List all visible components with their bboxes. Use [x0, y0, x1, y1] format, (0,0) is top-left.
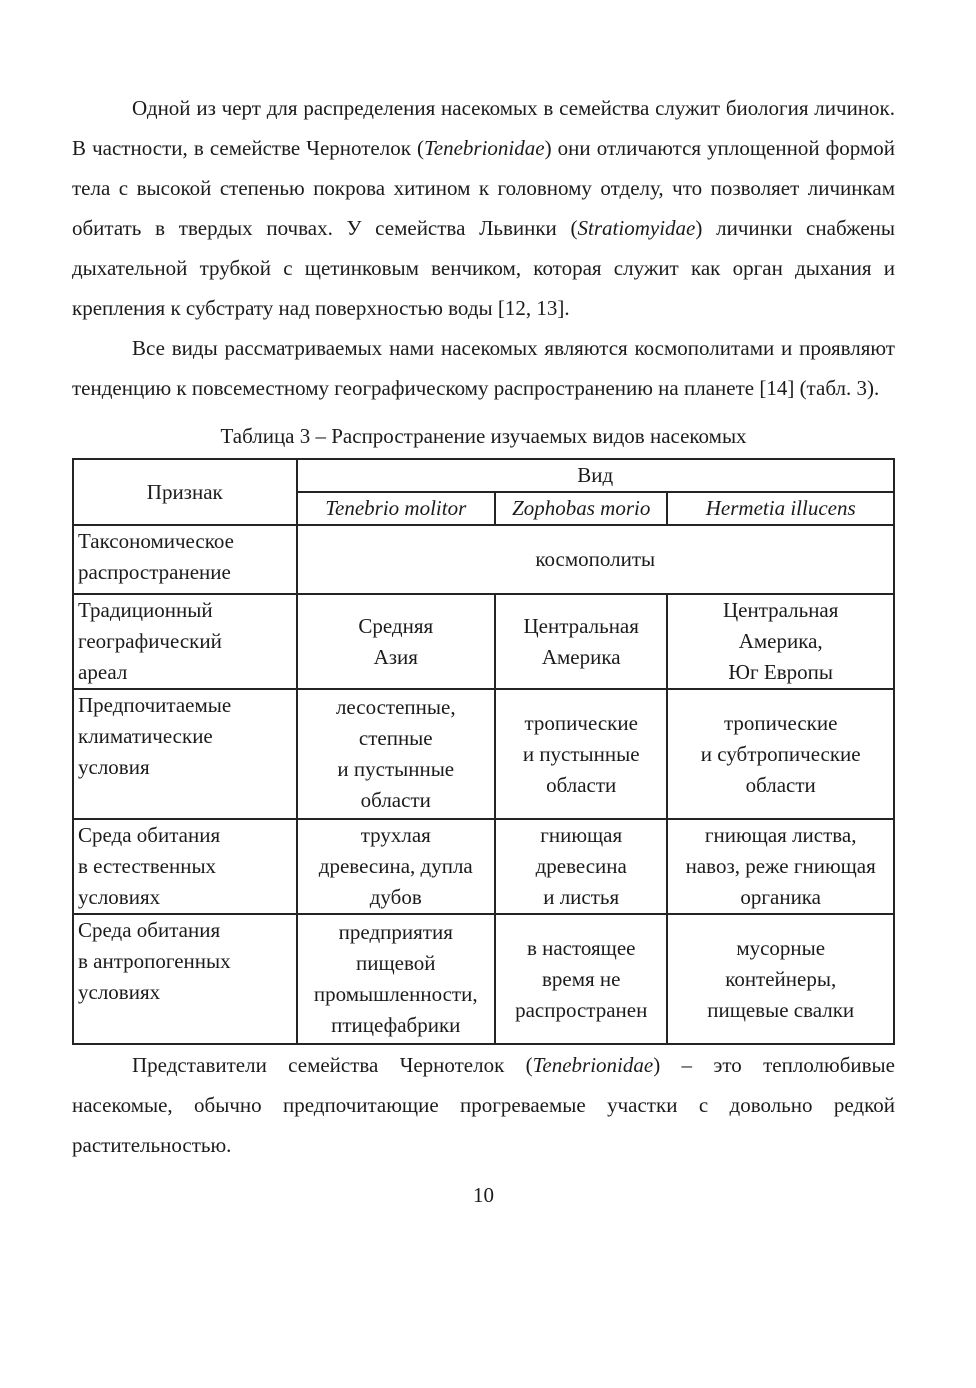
text-run: ) личинки снабжены дыхательной трубкой с…: [72, 216, 896, 320]
table-header-row-species: Tenebrio molitor Zophobas morio Hermetia i…: [73, 491, 895, 526]
value-cell: Средняя Азия: [295, 593, 497, 690]
value-cell: гниющая древесина и листья: [493, 818, 669, 915]
paragraph-cosmopolitan: Все виды рассматриваемых нами насекомых …: [72, 328, 895, 408]
value-cell: лесостепные, степные и пустынные области: [295, 688, 497, 820]
value-cell: тропические и пустынные области: [493, 688, 669, 820]
text-run: Представители семейства Чернотелок (: [132, 1053, 533, 1077]
feature-cell: Среда обитания в естественных условиях: [72, 818, 298, 915]
header-species-cell: Tenebrio molitor: [295, 491, 497, 526]
header-group-cell: Вид: [295, 458, 896, 493]
header-species-cell: Zophobas morio: [493, 491, 669, 526]
merged-value-cell: космополиты: [295, 524, 896, 595]
header-feature-cell: Признак: [72, 458, 298, 526]
table-row: Таксономическое распространение космополи…: [72, 524, 896, 595]
value-cell: мусорные контейнеры, пищевые свалки: [666, 913, 895, 1045]
feature-cell: Традиционный географический ареал: [72, 593, 298, 690]
table-row: Традиционный географический ареал Средняя…: [72, 593, 895, 690]
table-row: Среда обитания в антропогенных условиях п…: [72, 913, 895, 1045]
latin-species-name: Tenebrionidae: [532, 1053, 654, 1077]
value-cell: в настоящее время не распространен: [493, 913, 669, 1045]
species-distribution-table: Признак Вид Tenebrio molitor Zophobas mor…: [72, 458, 896, 1045]
value-cell: трухлая древесина, дупла дубов: [295, 818, 497, 915]
feature-cell: Предпочитаемые климатические условия: [72, 688, 298, 820]
value-cell: Центральная Америка: [493, 593, 669, 690]
header-species-cell: Hermetia illucens: [666, 491, 895, 526]
text-run: ) – это теплолюбивые насекомые, обычно п…: [72, 1053, 895, 1157]
text-run: Одной из черт для распределения насекомы…: [72, 96, 895, 160]
table-row: Предпочитаемые климатические условия лесо…: [72, 688, 895, 820]
value-cell: предприятия пищевой промышленности, птиц…: [295, 913, 497, 1045]
text-run: ) они отличаются уплощенной формой тела …: [72, 136, 895, 240]
latin-species-name: Stratiomyidae: [577, 216, 696, 240]
latin-species-name: Tenebrionidae: [424, 136, 545, 160]
feature-cell: Среда обитания в антропогенных условиях: [72, 913, 298, 1045]
text-run: Все виды рассматриваемых нами насекомых …: [72, 336, 895, 400]
feature-cell: Таксономическое распространение: [72, 524, 298, 595]
value-cell: Центральная Америка, Юг Европы: [666, 593, 895, 690]
table-header: Признак Вид Tenebrio molitor Zophobas mor…: [72, 458, 896, 526]
paragraph-tenebrionidae-closing: Представители семейства Чернотелок (Tene…: [72, 1045, 895, 1165]
page-number: 10: [473, 1183, 494, 1207]
table-caption: Таблица 3 – Распространение изучаемых ви…: [220, 424, 747, 448]
table-row: Среда обитания в естественных условиях тр…: [72, 818, 895, 915]
table-body: Таксономическое распространение космополи…: [72, 524, 896, 1045]
paragraph-larvae-biology: Одной из черт для распределения насекомы…: [72, 88, 895, 328]
value-cell: тропические и субтропические области: [666, 688, 895, 820]
value-cell: гниющая листва, навоз, реже гниющая орга…: [666, 818, 895, 915]
table-header-row-group: Признак Вид: [72, 458, 896, 526]
